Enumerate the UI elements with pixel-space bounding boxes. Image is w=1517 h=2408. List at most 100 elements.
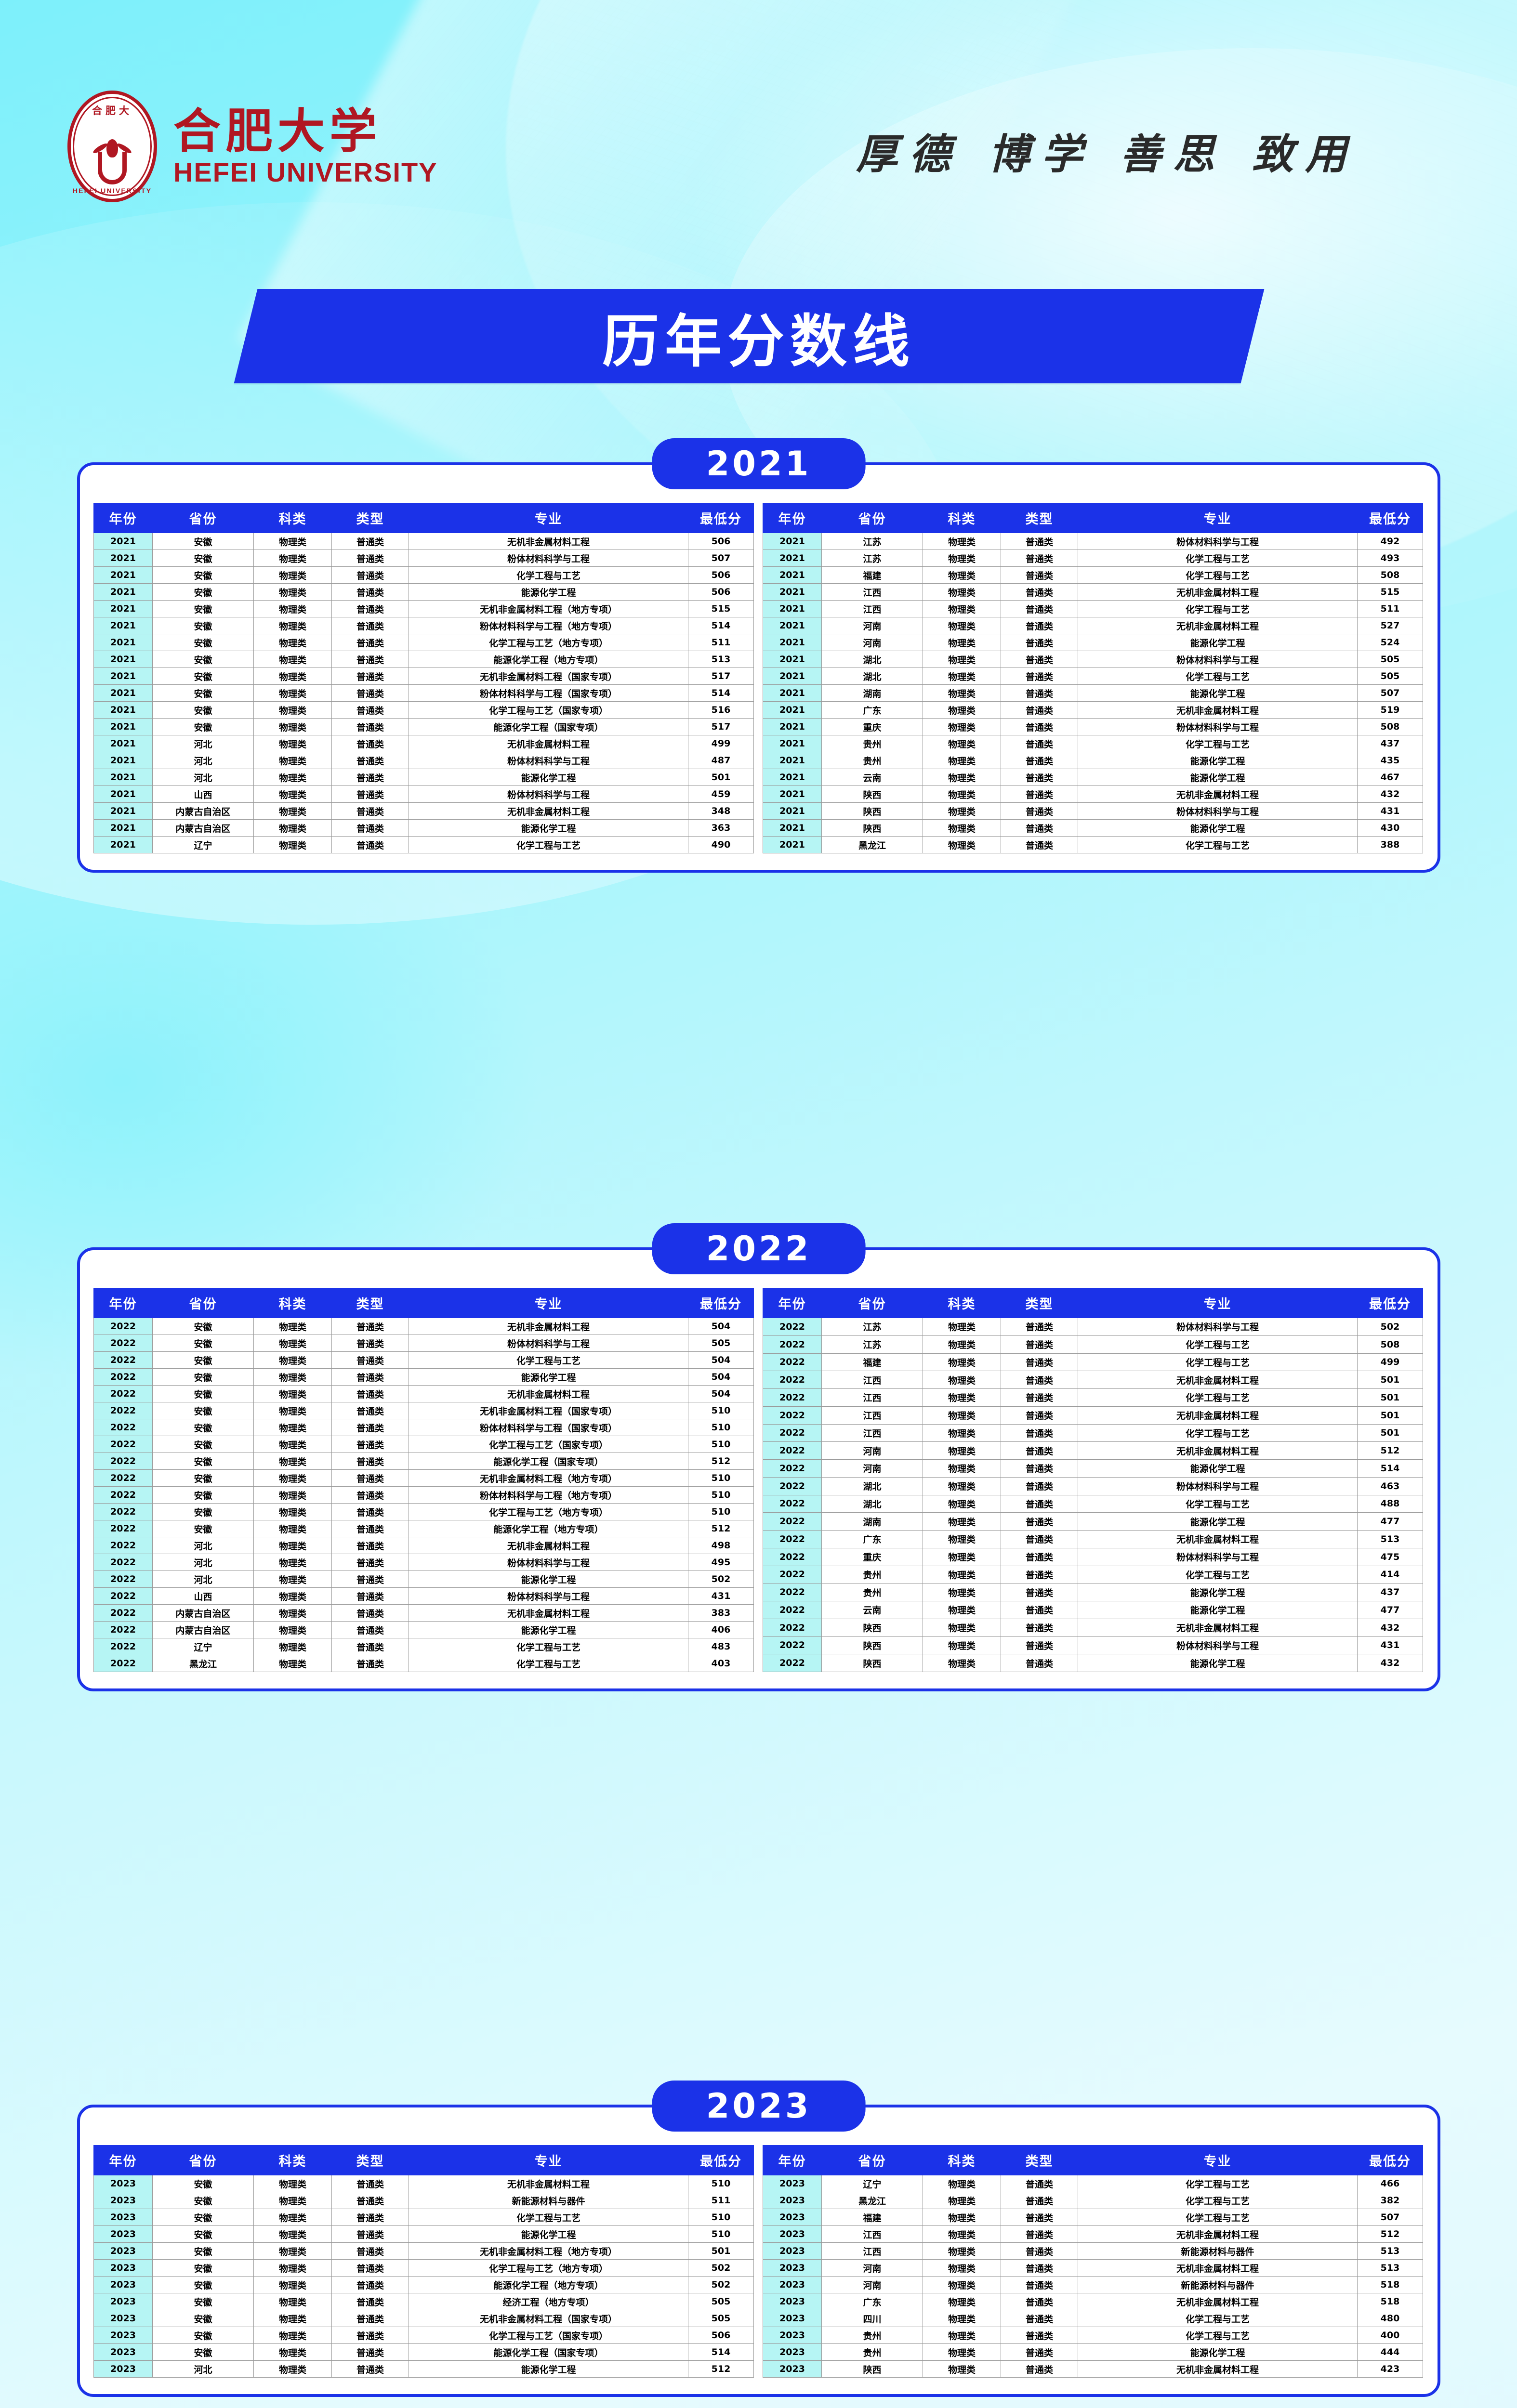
cell-score: 513 [688,651,754,668]
cell-year: 2021 [763,684,822,702]
cell-kelei: 物理类 [923,785,1001,803]
cell-kelei: 物理类 [923,617,1001,634]
cell-type: 普通类 [1001,819,1078,837]
cell-kelei: 物理类 [253,1402,332,1419]
table-row: 2023 河南 物理类 普通类 无机非金属材料工程 513 [763,2259,1423,2277]
table-row: 2022 河北 物理类 普通类 粉体材料科学与工程 495 [93,1554,754,1571]
cell-prov: 湖北 [821,1494,923,1513]
cell-score: 514 [688,684,754,702]
cell-kelei: 物理类 [923,667,1001,685]
cell-prov: 陕西 [821,2360,923,2378]
cell-major: 化学工程与工艺（地方专项） [409,2259,688,2277]
cell-kelei: 物理类 [923,2242,1001,2260]
score-table-left: 年份 省份 科类 类型 专业 最低分 2023 安徽 物理类 普通类 无机非金属材料工程 510 202… [93,2145,754,2378]
cell-year: 2021 [763,802,822,820]
table-header-row: 年份 省份 科类 类型 专业 最低分 [93,1288,754,1318]
cell-year: 2022 [763,1371,822,1389]
cell-kelei: 物理类 [253,752,332,769]
table-row: 2021 湖南 物理类 普通类 能源化学工程 507 [763,684,1423,702]
table-row: 2022 江西 物理类 普通类 无机非金属材料工程 501 [763,1406,1423,1425]
cell-year: 2022 [93,1587,153,1605]
cell-prov: 山西 [152,785,254,803]
table-row: 2023 安徽 物理类 普通类 新能源材料与器件 511 [93,2192,754,2209]
cell-prov: 安徽 [152,651,254,668]
cell-kelei: 物理类 [923,752,1001,769]
cell-kelei: 物理类 [253,1621,332,1638]
page-header: 合肥大 HEFEI UNIVERSITY 合肥大学 HEFEI UNIVERSI… [0,0,1517,270]
cell-year: 2021 [93,651,153,668]
cell-type: 普通类 [1001,1371,1078,1389]
cell-major: 粉体材料科学与工程（地方专项） [409,1486,688,1504]
cell-type: 普通类 [331,1368,409,1386]
cell-type: 普通类 [331,634,409,651]
cell-score: 435 [1357,752,1423,769]
cell-prov: 安徽 [152,533,254,550]
table-row: 2021 江苏 物理类 普通类 化学工程与工艺 493 [763,550,1423,567]
cell-kelei: 物理类 [923,1618,1001,1637]
seal-tulip-emblem [92,135,133,187]
cell-type: 普通类 [1001,1353,1078,1372]
cell-kelei: 物理类 [253,1419,332,1436]
cell-kelei: 物理类 [253,1351,332,1369]
cell-major: 粉体材料科学与工程（国家专项） [409,1419,688,1436]
cell-score: 510 [688,1486,754,1504]
cell-major: 无机非金属材料工程 [1078,1406,1358,1425]
cell-score: 513 [1357,1530,1423,1548]
cell-kelei: 物理类 [253,1587,332,1605]
table-row: 2023 江西 物理类 普通类 新能源材料与器件 513 [763,2242,1423,2260]
cell-year: 2023 [93,2225,153,2243]
cell-year: 2023 [93,2259,153,2277]
cell-prov: 福建 [821,2209,923,2226]
cell-score: 512 [1357,1441,1423,1460]
cell-major: 粉体材料科学与工程 [409,1554,688,1571]
cell-kelei: 物理类 [253,684,332,702]
cell-prov: 安徽 [152,1436,254,1453]
cell-type: 普通类 [1001,1565,1078,1584]
cell-year: 2022 [93,1318,153,1335]
table-row: 2023 四川 物理类 普通类 化学工程与工艺 480 [763,2310,1423,2327]
table-row: 2021 安徽 物理类 普通类 能源化学工程（国家专项） 517 [93,718,754,735]
table-row: 2023 福建 物理类 普通类 化学工程与工艺 507 [763,2209,1423,2226]
cell-score: 513 [1357,2259,1423,2277]
cell-prov: 贵州 [821,1565,923,1584]
cell-year: 2022 [93,1436,153,1453]
cell-year: 2022 [93,1453,153,1470]
cell-kelei: 物理类 [923,2259,1001,2277]
cell-major: 能源化学工程 [1078,684,1358,702]
cell-major: 无机非金属材料工程（地方专项） [409,1469,688,1487]
cell-type: 普通类 [1001,752,1078,769]
cell-prov: 安徽 [152,701,254,719]
table-row: 2023 贵州 物理类 普通类 能源化学工程 444 [763,2343,1423,2361]
cell-score: 498 [688,1537,754,1554]
cell-score: 432 [1357,1654,1423,1672]
university-name-en: HEFEI UNIVERSITY [173,157,438,188]
cell-type: 普通类 [1001,634,1078,651]
cell-score: 502 [1357,1318,1423,1336]
cell-year: 2022 [93,1655,153,1672]
cell-major: 能源化学工程 [1078,1654,1358,1672]
cell-score: 493 [1357,550,1423,567]
cell-year: 2021 [93,819,153,837]
cell-score: 507 [1357,684,1423,702]
cell-year: 2021 [763,667,822,685]
cell-prov: 黑龙江 [821,836,923,853]
cell-score: 432 [1357,1618,1423,1637]
cell-year: 2021 [763,735,822,752]
cell-year: 2021 [93,684,153,702]
cell-prov: 湖南 [821,1512,923,1531]
cell-type: 普通类 [1001,1494,1078,1513]
column-header-类型: 类型 [1001,2145,1078,2175]
cell-major: 无机非金属材料工程（国家专项） [409,1402,688,1419]
cell-score: 502 [688,2276,754,2293]
cell-score: 510 [688,1469,754,1487]
column-header-最低分: 最低分 [1357,2145,1423,2175]
cell-type: 普通类 [331,1554,409,1571]
cell-prov: 安徽 [152,667,254,685]
table-row: 2022 湖北 物理类 普通类 化学工程与工艺 488 [763,1494,1423,1513]
cell-score: 502 [688,2259,754,2277]
table-header-row: 年份 省份 科类 类型 专业 最低分 [93,2145,754,2175]
table-header-row: 年份 省份 科类 类型 专业 最低分 [763,503,1423,533]
year-tab-label: 2023 [652,2081,866,2132]
score-table-left: 年份 省份 科类 类型 专业 最低分 2021 安徽 物理类 普通类 无机非金属材料工程 506 202… [93,503,754,853]
table-row: 2022 重庆 物理类 普通类 粉体材料科学与工程 475 [763,1547,1423,1566]
